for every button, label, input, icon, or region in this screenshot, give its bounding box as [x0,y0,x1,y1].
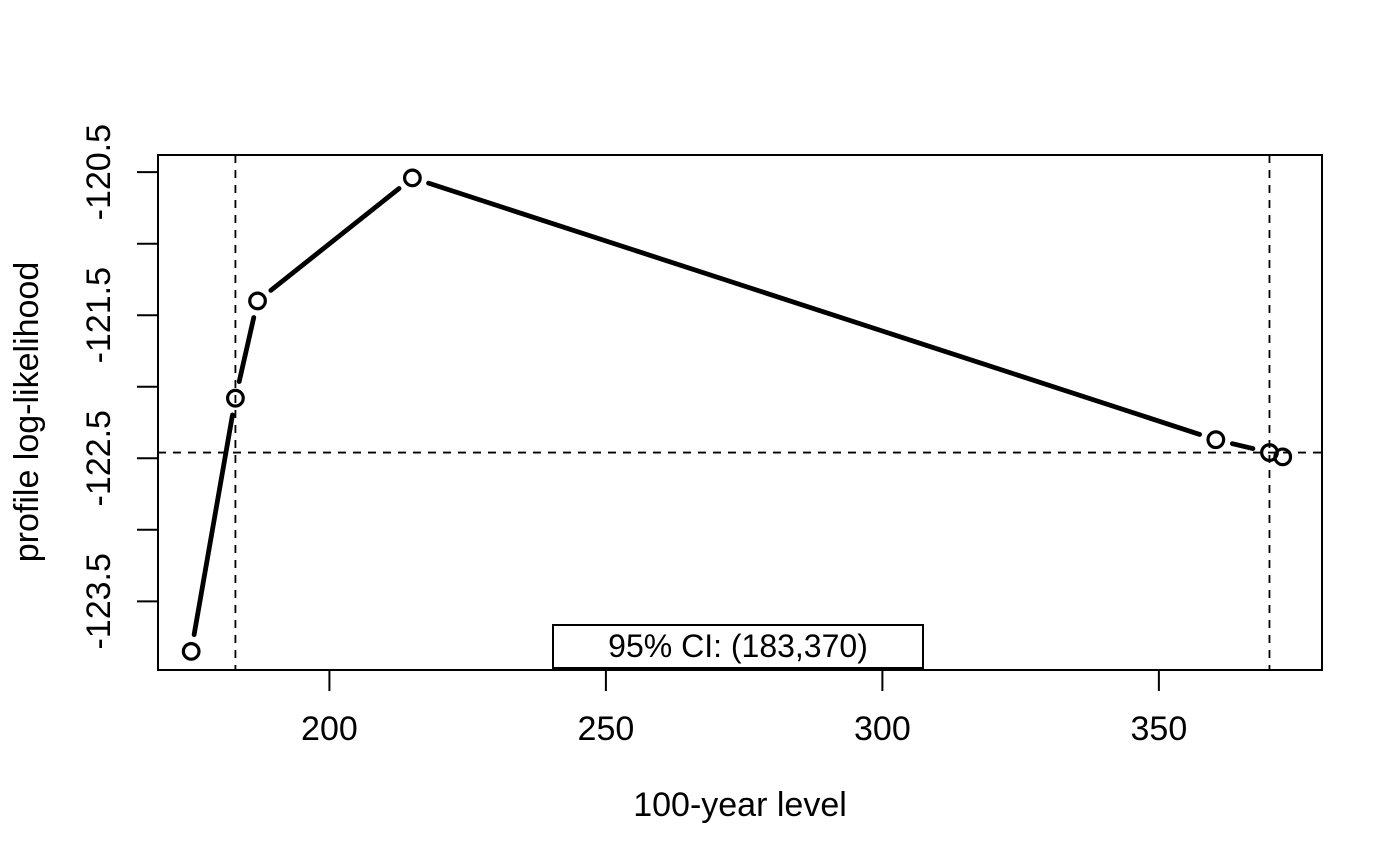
x-tick-label: 200 [301,710,358,748]
data-point [402,168,422,188]
y-tick-label: -122.5 [80,410,118,506]
y-tick-label: -121.5 [80,267,118,363]
series-line-segment [426,180,1203,437]
series-line-segment [268,186,402,293]
data-point [1273,447,1293,467]
reference-lines [158,155,1322,670]
x-tick-label: 350 [1131,710,1188,748]
data-point [226,388,245,408]
data-series [181,168,1293,661]
x-axis-label: 100-year level [633,786,847,824]
series-line-segment [191,412,235,638]
y-axis-label: profile log-likelihood [8,262,46,563]
ci-legend: 95% CI: (183,370) [552,624,924,669]
data-point [248,291,267,311]
plot-box [157,154,1323,671]
series-line-segment [1229,441,1256,451]
series-line-segment [236,315,257,385]
x-tick-label: 250 [578,710,635,748]
axes: 200 250 300 350 -123.5 -122.5 -121.5 -120.5 [80,124,1323,748]
y-tick-label: -120.5 [80,124,118,220]
ci-legend-box [552,624,924,669]
ci-legend-label: 95% CI: (183,370) [608,628,868,664]
data-point [181,642,201,661]
data-point [1206,430,1226,450]
x-tick-label: 300 [854,710,911,748]
y-tick-label: -123.5 [80,553,118,649]
